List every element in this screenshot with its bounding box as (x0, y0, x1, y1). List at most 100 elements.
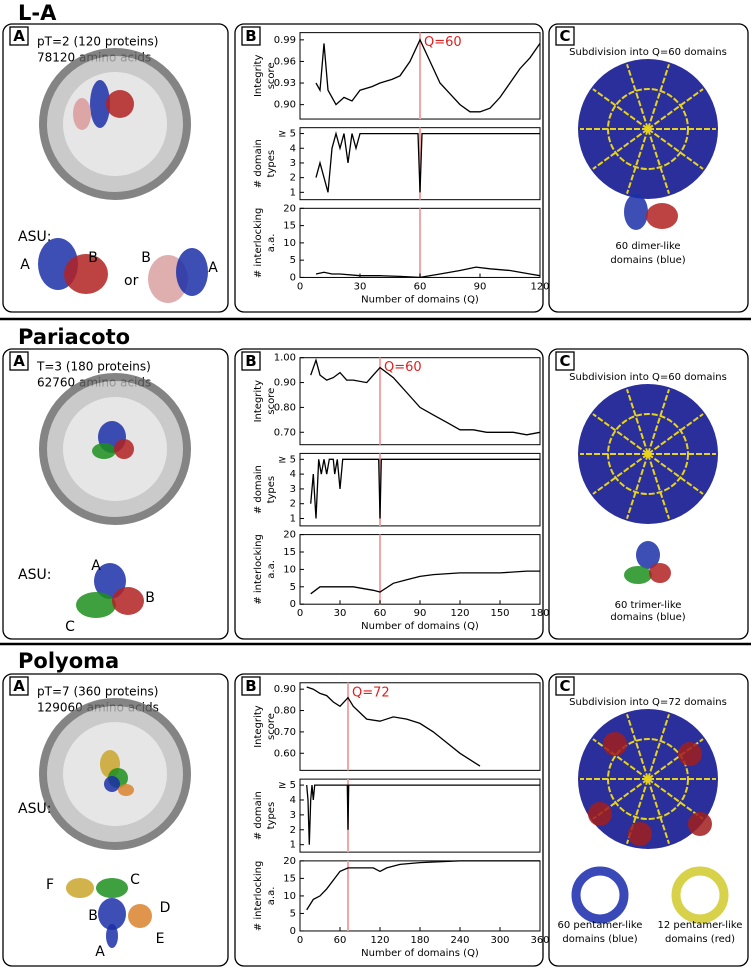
protein-blob (649, 563, 671, 583)
chain-label: C (130, 872, 140, 888)
y-tick-label: ≥ 5 (278, 454, 296, 465)
data-line (306, 860, 540, 911)
panel-label: C (559, 677, 570, 695)
domain-boundary (607, 88, 689, 170)
panel-c-heading: Subdivision into Q=60 domains (569, 47, 727, 58)
panel-label-box (555, 26, 575, 46)
y-axis-label: # domain (253, 791, 264, 840)
asu-label: ASU: (18, 801, 51, 817)
panel-label-box (241, 676, 261, 696)
chain-label: B (141, 250, 151, 266)
x-tick-label: 150 (490, 608, 509, 619)
x-tick-label: 180 (530, 608, 549, 619)
y-axis-label: types (266, 150, 277, 178)
protein-blob (90, 80, 110, 128)
y-tick-label: 15 (283, 221, 296, 232)
y-tick-label: 3 (290, 158, 296, 169)
data-line (310, 570, 540, 595)
x-axis-label: Number of domains (Q) (361, 948, 479, 959)
y-axis-label: # domain (253, 139, 264, 188)
protein-blob (118, 784, 134, 796)
domain-boundary (647, 453, 704, 495)
x-tick-label: 0 (297, 608, 303, 619)
y-axis-label: # interlocking (253, 534, 264, 605)
domain-boundary (592, 738, 649, 780)
row-title: Polyoma (18, 649, 119, 673)
y-axis-label: # interlocking (253, 861, 264, 932)
y-tick-label: 20 (283, 203, 296, 214)
y-tick-label: 5 (290, 255, 296, 266)
x-tick-label: 90 (414, 608, 427, 619)
panel-a-info: pT=7 (360 proteins) (37, 685, 158, 699)
x-tick-label: 60 (374, 608, 387, 619)
panel-label: A (13, 27, 25, 45)
panel-label-box (241, 351, 261, 371)
y-tick-label: 2 (290, 173, 296, 184)
plot-frame (299, 682, 541, 771)
panel-box (234, 348, 544, 640)
domain-boundary (647, 714, 670, 780)
y-axis-label: a.a. (266, 887, 277, 906)
panel-a-info: pT=2 (120 proteins) (37, 35, 158, 49)
protein-blob (628, 822, 652, 846)
data-line (306, 686, 481, 767)
y-tick-label: 0.60 (274, 748, 296, 759)
panel-box (234, 673, 544, 967)
y-tick-label: 2 (290, 825, 296, 836)
x-tick-label: 120 (370, 935, 389, 946)
plot-frame (299, 452, 541, 527)
y-tick-label: 3 (290, 810, 296, 821)
y-tick-label: 0.90 (274, 684, 296, 695)
chain-label: A (91, 558, 101, 574)
protein-blob (106, 924, 118, 948)
domain-boundary (647, 389, 670, 455)
domain-image (671, 866, 729, 924)
plot-frame (299, 357, 541, 446)
domain-boundary (647, 128, 704, 170)
row-title: L-A (18, 1, 57, 25)
y-tick-label: ≥ 5 (278, 129, 296, 140)
protein-blob (588, 802, 612, 826)
y-axis-label: # interlocking (253, 208, 264, 279)
chain-label: A (95, 944, 105, 960)
x-tick-label: 240 (450, 935, 469, 946)
protein-blob (603, 732, 627, 756)
x-tick-label: 120 (530, 281, 549, 292)
panel-a-info: T=3 (180 proteins) (36, 360, 151, 374)
panel-c-caption: 60 dimer-like (615, 241, 680, 252)
y-axis-label: Integrity (253, 705, 264, 748)
domain-boundary (592, 413, 649, 455)
x-tick-label: 60 (334, 935, 347, 946)
panel-c-caption: domains (blue) (610, 612, 685, 623)
x-tick-label: 0 (297, 281, 303, 292)
x-tick-label: 360 (530, 935, 549, 946)
x-tick-label: 90 (474, 281, 487, 292)
data-line (310, 458, 540, 519)
annotation: Q=60 (424, 35, 462, 50)
domain-boundary (592, 128, 649, 170)
domain-boundary (626, 453, 649, 519)
chain-label: E (156, 931, 165, 947)
plot-frame (299, 534, 541, 605)
panel-label: B (245, 352, 256, 370)
x-axis-label: Number of domains (Q) (361, 294, 479, 305)
panel-label: C (559, 27, 570, 45)
panel-c-caption: 60 trimer-like (615, 600, 682, 611)
protein-blob (112, 587, 144, 615)
or-label: or (124, 273, 139, 289)
y-tick-label: 0.96 (274, 56, 296, 67)
y-tick-label: 0.90 (274, 100, 296, 111)
chain-label: C (65, 619, 75, 635)
domain-boundary (647, 778, 670, 844)
domain-boundary (607, 413, 689, 495)
domain-boundary (607, 738, 689, 820)
y-axis-label: score (266, 62, 277, 89)
protein-blob (678, 742, 702, 766)
panel-box (548, 23, 749, 313)
protein-blob (128, 904, 152, 928)
y-axis-label: Integrity (253, 55, 264, 98)
protein-blob (104, 776, 120, 792)
y-tick-label: 20 (283, 530, 296, 541)
x-tick-label: 0 (297, 935, 303, 946)
